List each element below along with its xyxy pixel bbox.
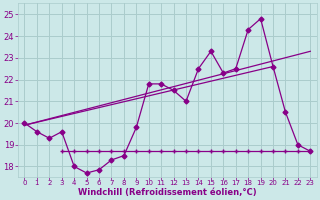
X-axis label: Windchill (Refroidissement éolien,°C): Windchill (Refroidissement éolien,°C) — [78, 188, 257, 197]
